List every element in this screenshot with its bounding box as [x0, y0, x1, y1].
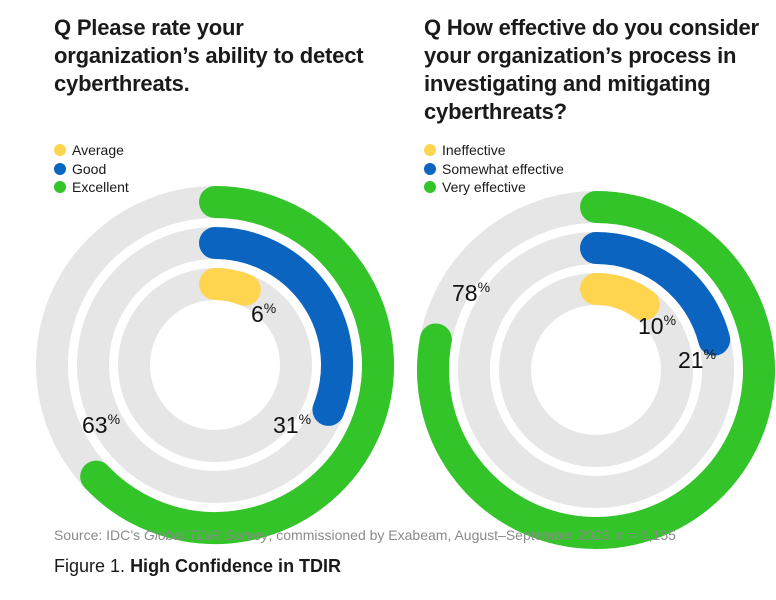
- legend-item-excellent: Excellent: [54, 178, 129, 197]
- legend-swatch-yellow: [54, 144, 66, 157]
- source-note: Source: IDC’s Global TDIR Survey, commis…: [54, 527, 676, 543]
- radial-chart-investigate: 10%21%78%: [417, 191, 775, 549]
- legend-label: Ineffective: [442, 142, 506, 158]
- ring-arc-good: [199, 227, 353, 426]
- legend-item-somewhat-effective: Somewhat effective: [424, 160, 564, 179]
- legend-item-average: Average: [54, 141, 129, 160]
- legend-swatch-blue: [54, 162, 66, 175]
- source-suffix: , commissioned by Exabeam, August–Septem…: [268, 527, 676, 543]
- ring-arc-very-effective: [417, 191, 775, 549]
- radial-chart-detect: 6%31%63%: [36, 186, 394, 544]
- legend-swatch-green: [54, 181, 66, 194]
- legend-item-good: Good: [54, 160, 129, 179]
- legend-item-ineffective: Ineffective: [424, 141, 564, 160]
- legend-swatch-blue: [424, 162, 436, 175]
- legend-label: Somewhat effective: [442, 160, 564, 177]
- legend-label: Good: [72, 160, 107, 177]
- legend-swatch-yellow: [424, 144, 436, 157]
- chart-legend: Ineffective Somewhat effective Very effe…: [424, 141, 564, 197]
- chart-title: Q Please rate your organization’s abilit…: [54, 15, 364, 96]
- ring-arc-excellent: [80, 186, 394, 544]
- ring-arc-ineffective: [580, 273, 660, 321]
- ring-arc-average: [199, 268, 261, 306]
- legend-label: Very effective: [442, 179, 526, 195]
- chart-legend: Average Good Excellent: [54, 141, 129, 197]
- legend-label: Excellent: [72, 179, 129, 195]
- legend-item-very-effective: Very effective: [424, 178, 564, 197]
- legend-label: Average: [72, 142, 124, 158]
- source-prefix: Source: IDC’s: [54, 527, 144, 543]
- source-survey-name: Global TDIR Survey: [144, 527, 269, 543]
- figure-title: High Confidence in TDIR: [130, 556, 342, 576]
- figure-label: Figure 1.: [54, 556, 126, 576]
- chart-title: Q How effective do you consider your org…: [424, 15, 759, 124]
- legend-swatch-green: [424, 181, 436, 194]
- figure-caption: Figure 1. High Confidence in TDIR: [54, 556, 341, 577]
- ring-arc-somewhat-effective: [580, 232, 731, 356]
